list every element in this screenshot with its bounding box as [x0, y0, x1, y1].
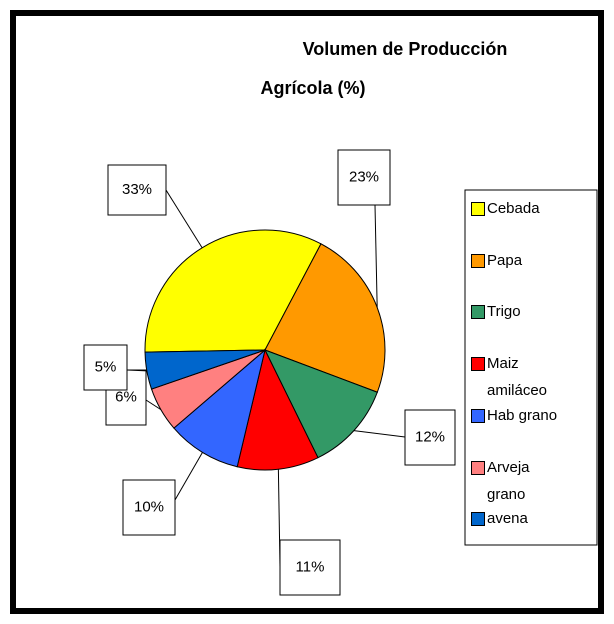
leader-line: [374, 204, 378, 308]
pie-slice: [264, 243, 386, 393]
legend-swatch: [471, 357, 485, 372]
legend-box: [464, 189, 598, 546]
leader-line: [126, 369, 147, 372]
leader-line: [165, 189, 203, 249]
chart-title: Agrícola (%): [260, 78, 365, 98]
data-label-box: [337, 149, 391, 206]
data-label-box: [404, 409, 456, 466]
legend-swatch: [471, 460, 485, 475]
legend-label: Arveja grano: [487, 458, 530, 503]
chart-title: Volumen de Producción: [303, 39, 508, 59]
legend-swatch: [471, 253, 485, 268]
data-label: 12%: [415, 428, 445, 445]
legend-swatch: [471, 305, 485, 320]
legend-label: Trigo: [487, 303, 521, 321]
legend-swatch: [471, 408, 485, 423]
data-label-box: [107, 164, 167, 216]
leader-line: [174, 452, 203, 501]
legend-swatch: [471, 202, 485, 216]
data-label: 11%: [296, 558, 325, 575]
data-label: 6%: [115, 388, 137, 405]
pie-slice: [144, 349, 266, 390]
data-label-box: [122, 479, 176, 536]
leader-line: [353, 430, 406, 438]
legend-label: Cebada: [487, 200, 540, 217]
data-label: 23%: [349, 168, 379, 185]
legend-label: Papa: [487, 251, 523, 269]
data-label: 33%: [122, 181, 152, 198]
legend-label: Hab grano: [487, 406, 558, 424]
data-label-box: [83, 344, 128, 391]
legend-label: avena: [487, 510, 528, 528]
legend-label: Maiz amiláceo: [487, 355, 548, 400]
data-label: 5%: [95, 358, 117, 375]
legend-swatch: [471, 512, 485, 527]
leader-line: [145, 399, 162, 411]
pie-slice: [173, 348, 266, 468]
data-label-box: [279, 539, 341, 596]
data-label: 10%: [134, 498, 164, 515]
